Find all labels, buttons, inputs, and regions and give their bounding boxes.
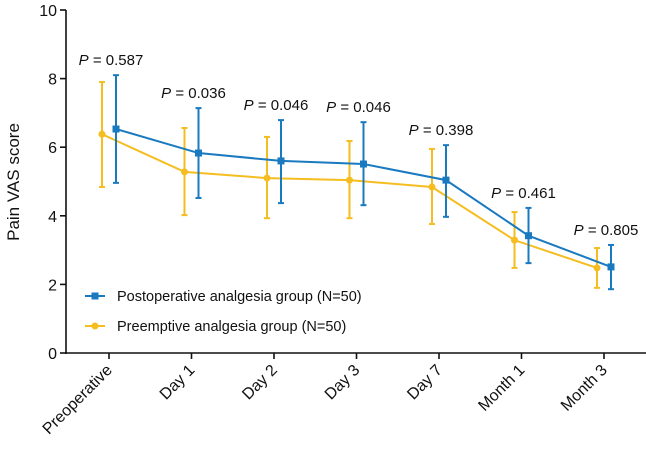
y-tick-label: 8 [48, 72, 57, 89]
data-point [263, 174, 271, 182]
data-point [593, 264, 601, 272]
y-axis-label: Pain VAS score [4, 123, 23, 241]
p-value-label: P = 0.461 [491, 185, 556, 202]
data-point [428, 183, 436, 191]
x-tick-label: Day 7 [404, 362, 446, 404]
y-tick-label: 10 [39, 3, 57, 20]
y-tick-label: 4 [48, 209, 57, 226]
x-tick-label: Day 2 [239, 362, 281, 404]
y-tick-label: 0 [48, 346, 57, 363]
data-point [277, 157, 285, 165]
data-point [607, 263, 615, 271]
data-point [442, 176, 450, 184]
p-value-label: P = 0.046 [326, 99, 391, 116]
x-tick-label: Day 3 [322, 362, 364, 404]
legend-label: Postoperative analgesia group (N=50) [117, 289, 362, 305]
x-tick-label: Month 3 [558, 362, 611, 415]
data-point [525, 232, 532, 240]
p-value-labels: P = 0.587 P = 0.036 P = 0.046 P = 0.046 P = … [79, 52, 639, 239]
y-tick-label: 6 [48, 140, 57, 157]
legend-label: Preemptive analgesia group (N=50) [117, 319, 346, 335]
p-value-label: P = 0.398 [409, 122, 474, 139]
series-preemptive [98, 81, 601, 289]
x-tick-label: Preoperative [40, 362, 116, 438]
p-value-label: P = 0.805 [574, 222, 639, 239]
data-point [195, 149, 202, 157]
legend-marker [91, 322, 99, 330]
p-value-label: P = 0.587 [79, 52, 144, 69]
data-point [346, 176, 353, 184]
y-tick-label: 2 [48, 277, 57, 294]
legend: Postoperative analgesia group (N=50) Pree… [85, 289, 362, 335]
legend-marker [91, 292, 99, 300]
p-value-label: P = 0.036 [161, 85, 226, 102]
data-point [360, 160, 367, 168]
data-point [112, 125, 120, 133]
x-tick-label: Day 1 [157, 362, 199, 404]
x-tick-label: Month 1 [475, 362, 528, 415]
p-value-label: P = 0.046 [244, 97, 309, 114]
data-point [181, 168, 188, 176]
series-postoperative [112, 74, 615, 291]
series-group [98, 74, 615, 291]
data-point [98, 130, 106, 138]
data-point [511, 236, 518, 244]
